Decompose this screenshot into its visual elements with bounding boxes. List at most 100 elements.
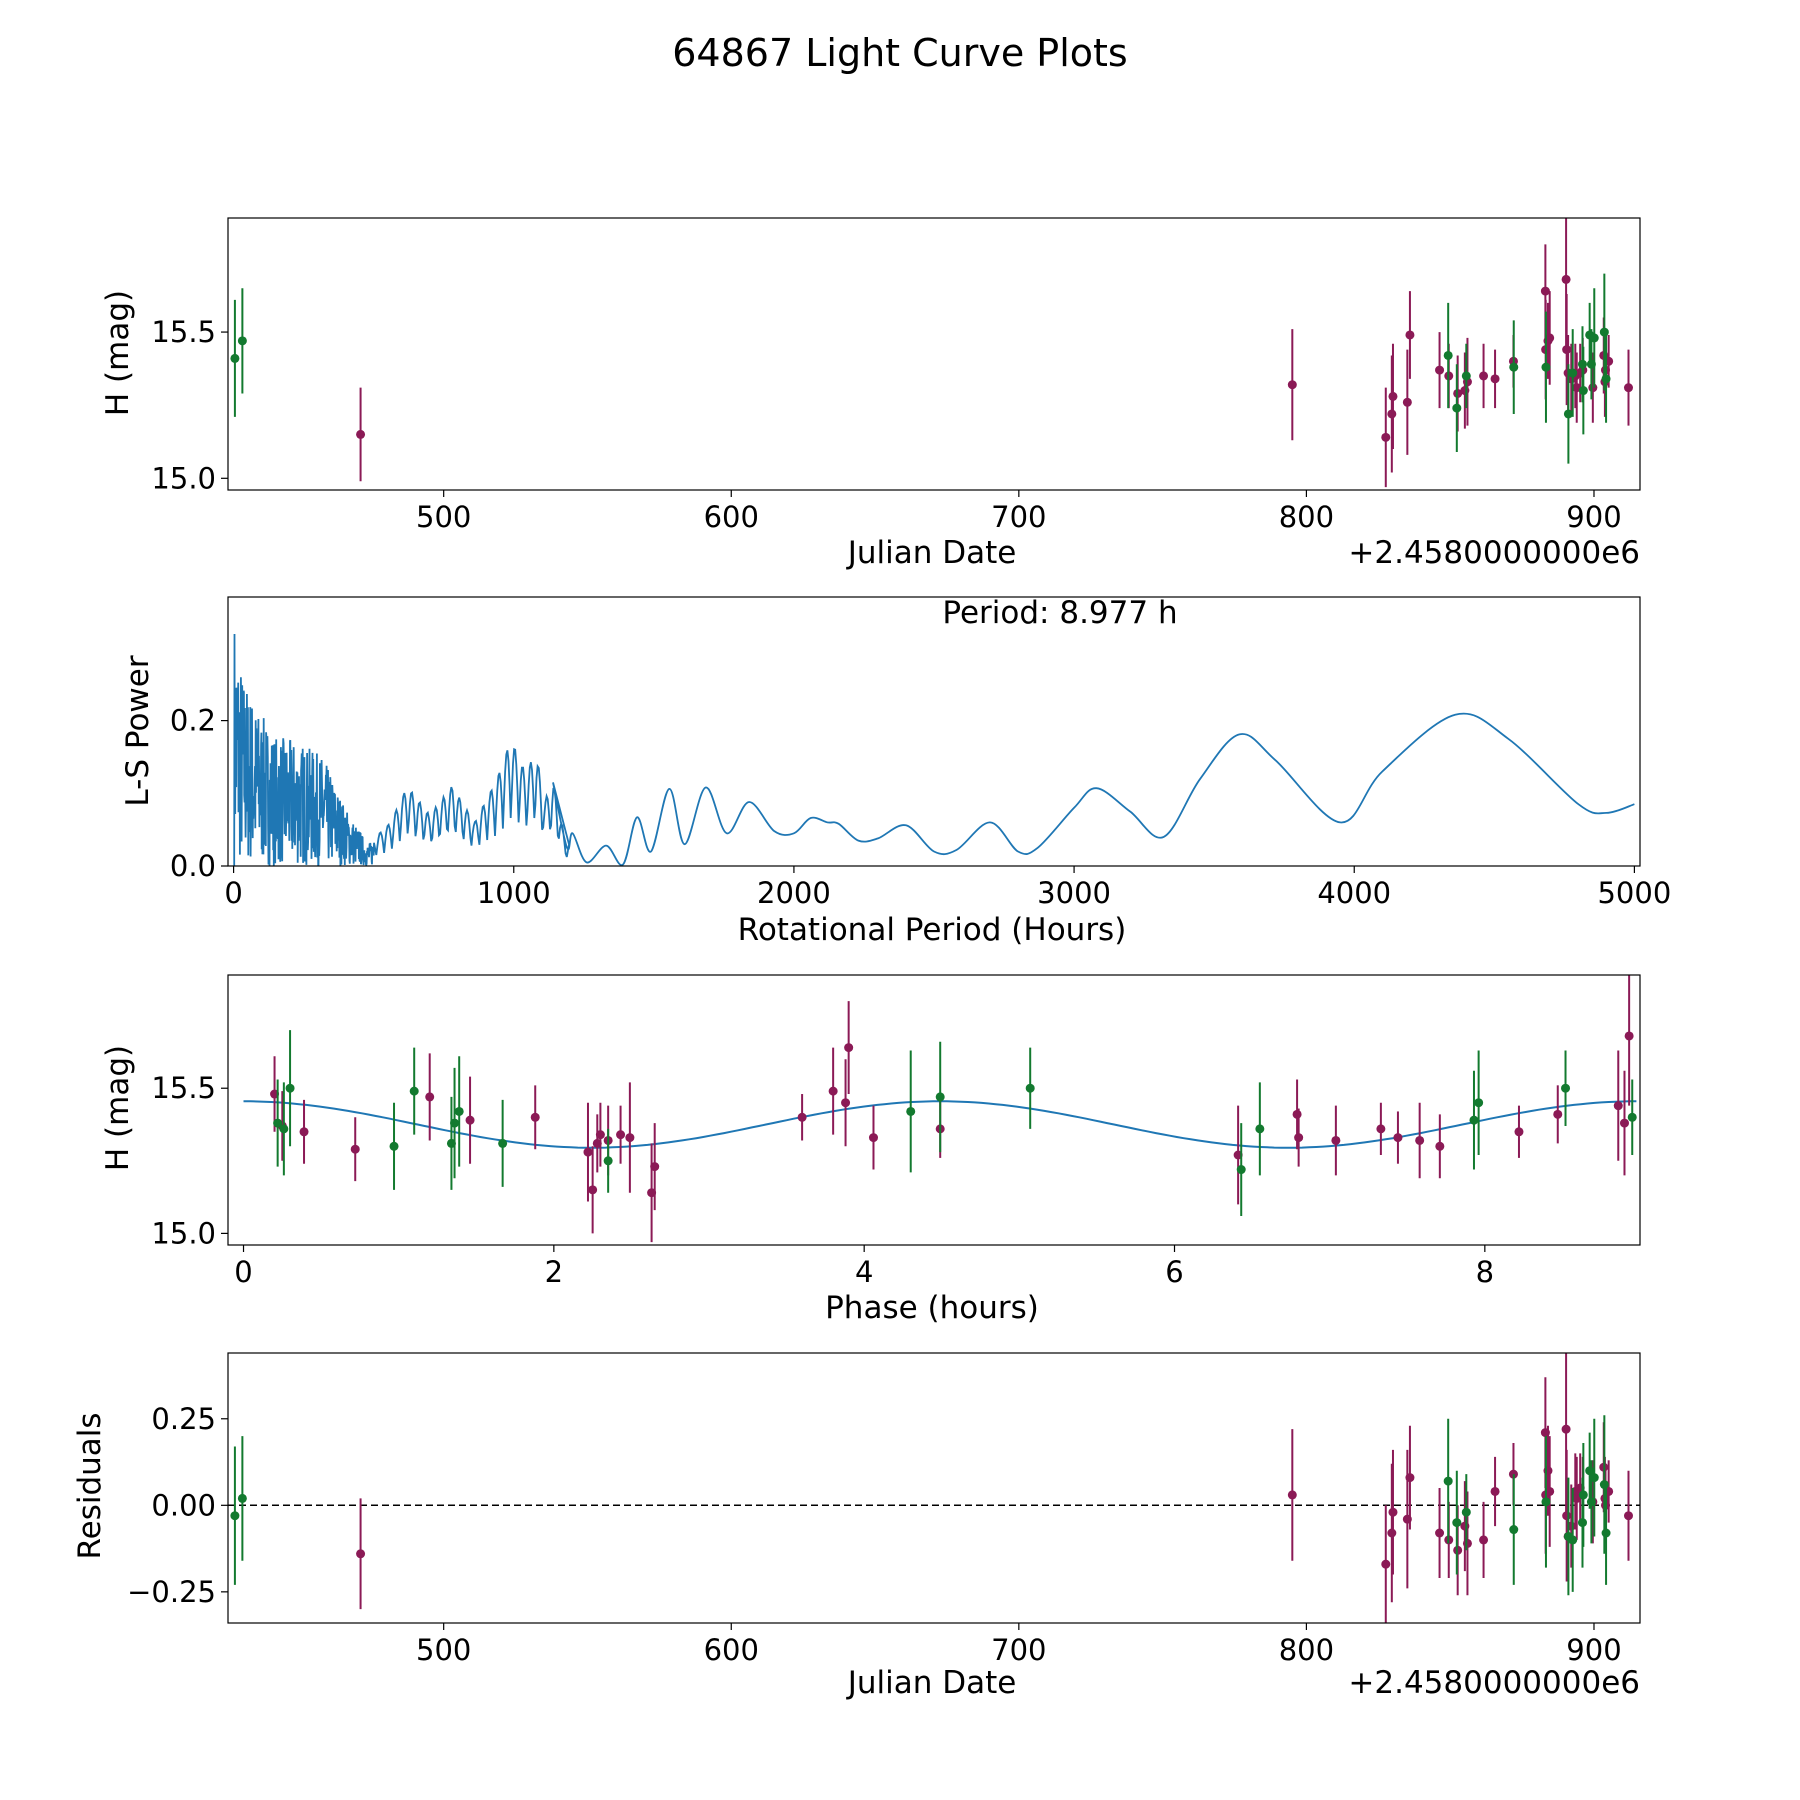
phased-lightcurve-panel: Phase (hours) H (mag) 0 2 4 6 8 15.0 15.5 [100,974,1641,1326]
data-point [1292,1109,1302,1119]
periodogram-panel: Rotational Period (Hours) L-S Power Peri… [120,595,1671,948]
data-point [1623,1511,1633,1521]
x-tick-label: 2000 [757,876,831,910]
x-tick-label: 800 [1279,500,1334,534]
data-point [1236,1165,1246,1175]
data-point [1435,365,1445,375]
data-point [1563,409,1573,419]
data-point [1509,1525,1519,1535]
data-point [1381,432,1391,442]
data-point [1452,1518,1462,1528]
data-point [1599,327,1609,337]
data-point [625,1133,635,1143]
y-tick-label: −0.25 [127,1575,216,1609]
data-point [1443,1476,1453,1486]
data-point [1540,286,1550,296]
data-point [1541,1497,1551,1507]
data-point [1443,350,1453,360]
data-point [454,1106,464,1116]
data-point [1601,1528,1611,1538]
x-tick-label: 700 [991,1633,1046,1667]
data-point [1469,1115,1479,1125]
data-point [1589,1473,1599,1483]
periodogram-ylabel: L-S Power [120,655,156,806]
x-tick-label: 900 [1566,500,1621,534]
y-tick-label: 15.5 [151,315,216,349]
x-tick-label: 900 [1566,1633,1621,1667]
axes-frame [227,596,1641,867]
data-point [1462,1538,1472,1548]
data-point [1561,274,1571,284]
data-point [299,1127,309,1137]
data-point [230,1511,240,1521]
x-tick-label: 600 [704,1633,759,1667]
data-point [279,1124,289,1134]
data-point [841,1098,851,1108]
data-point [285,1083,295,1093]
data-point [1627,1112,1637,1122]
data-point [273,1118,283,1128]
data-point [1294,1133,1304,1143]
data-point [1376,1124,1386,1134]
x-tick-label: 800 [1279,1633,1334,1667]
data-point [603,1156,613,1166]
data-point [237,1493,247,1503]
data-point [1543,1466,1553,1476]
data-point [530,1112,540,1122]
data-point [868,1133,878,1143]
data-point [1435,1528,1445,1538]
data-point [1568,1535,1578,1545]
data-point [583,1147,593,1157]
data-point [616,1130,626,1140]
data-point [1405,1473,1415,1483]
data-point [1545,1486,1555,1496]
data-point [498,1138,508,1148]
data-point [1461,1507,1471,1517]
raw-lightcurve-ylabel: H (mag) [100,290,136,416]
data-point [1381,1559,1391,1569]
phased-lightcurve-ylabel: H (mag) [100,1045,136,1171]
data-point [1553,1109,1563,1119]
x-tick-label: 700 [991,500,1046,534]
axes-frame [227,217,1641,491]
data-point [797,1112,807,1122]
y-tick-label: 15.0 [151,1216,216,1250]
data-point [1287,1490,1297,1500]
data-point [350,1144,360,1154]
data-point [906,1106,916,1116]
x-tick-label: 4000 [1317,876,1391,910]
data-point [425,1092,435,1102]
data-point [1255,1124,1265,1134]
data-point [588,1185,598,1195]
y-tick-label: 0.25 [151,1402,216,1436]
data-point [389,1141,399,1151]
data-point [1461,371,1471,381]
periodogram-xlabel: Rotational Period (Hours) [738,912,1127,948]
data-point [1562,345,1572,355]
figure-title: 64867 Light Curve Plots [672,31,1127,75]
y-tick-label: 0.2 [170,704,216,738]
data-point [1561,1424,1571,1434]
data-point [356,429,366,439]
data-point [1599,1480,1609,1490]
x-tick-label: 1000 [477,876,551,910]
data-point [1623,383,1633,393]
residuals-xlabel: Julian Date [846,1665,1017,1701]
x-tick-label: 0 [224,876,242,910]
data-point [595,1130,605,1140]
data-point [1619,1118,1629,1128]
data-point [1452,403,1462,413]
data-point [1331,1135,1341,1145]
data-point [1588,383,1598,393]
data-point [1387,1528,1397,1538]
data-point [844,1043,854,1053]
x-tick-label: 5000 [1597,876,1671,910]
data-point [1509,362,1519,372]
y-tick-label: 0.00 [151,1488,216,1522]
data-point [650,1162,660,1172]
x-tick-label: 8 [1476,1255,1494,1289]
raw-lightcurve-offset-text: +2.4580000000e6 [1348,535,1640,571]
data-point [1025,1083,1035,1093]
y-tick-label: 0.0 [170,849,216,883]
